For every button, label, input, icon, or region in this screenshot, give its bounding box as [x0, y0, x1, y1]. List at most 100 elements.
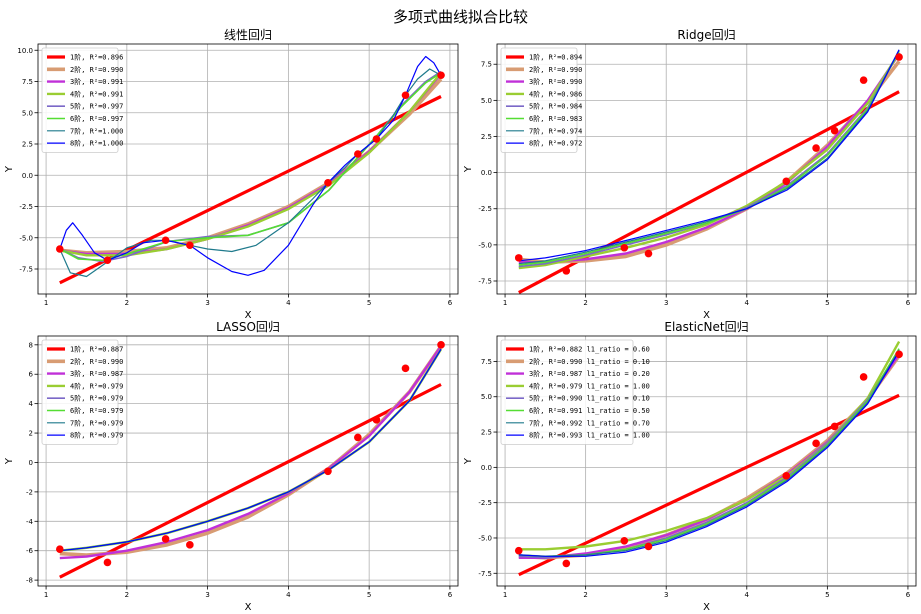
legend-label: 5阶, R²=0.990 l1_ratio = 0.10 — [529, 394, 650, 403]
data-point — [830, 126, 839, 135]
data-point — [324, 467, 332, 476]
subplot-2: 1 2 3 4 5 6 -7.5 -5.0 -2.5 0.0 2.5 5.0 7.5 Ridge回归 X Y 1… — [463, 28, 917, 321]
series-line-7 — [518, 349, 900, 557]
legend-box — [500, 47, 578, 153]
data-point — [372, 416, 381, 424]
x-tick-label: 6 — [906, 299, 911, 307]
data-point — [514, 546, 523, 555]
x-tick-label: 4 — [286, 591, 291, 599]
x-tick-label: 1 — [44, 591, 48, 599]
plot-frame — [496, 335, 917, 587]
legend-label: 2阶, R²=0.990 — [529, 65, 582, 74]
data-point — [812, 144, 820, 152]
y-tick-label: -2.5 — [478, 205, 492, 213]
subplot-title: ElasticNet回归 — [664, 320, 748, 334]
legend-label: 6阶, R²=0.991 l1_ratio = 0.50 — [529, 406, 650, 415]
legend-label: 7阶, R²=0.979 — [70, 418, 123, 427]
legend-label: 4阶, R²=0.986 — [529, 89, 582, 98]
y-axis-label: Y — [463, 165, 474, 173]
y-tick-label: 7.5 — [22, 78, 33, 86]
legend-label: 7阶, R²=0.992 l1_ratio = 0.70 — [529, 418, 650, 427]
subplot-title: LASSO回归 — [216, 320, 280, 334]
x-tick-label: 3 — [664, 591, 668, 599]
legend-label: 3阶, R²=0.991 — [70, 77, 123, 86]
x-tick-label: 3 — [205, 591, 209, 599]
series-line-7 — [518, 49, 900, 265]
data-point — [186, 241, 194, 250]
series-group — [56, 55, 445, 285]
y-tick-label: 10.0 — [17, 47, 33, 55]
legend-label: 3阶, R²=0.987 — [70, 369, 123, 378]
y-tick-label: -8 — [26, 577, 33, 585]
legend-box — [41, 47, 119, 153]
data-point — [161, 535, 170, 543]
y-tick-label: 7.5 — [481, 358, 492, 366]
x-tick-label: 2 — [583, 591, 587, 599]
x-axis-label: X — [703, 310, 710, 321]
series-line-4 — [518, 52, 901, 270]
data-point — [620, 243, 629, 252]
data-point — [324, 178, 332, 187]
y-tick-label: 2.5 — [481, 133, 492, 141]
series-line-6 — [518, 50, 900, 266]
data-point — [56, 245, 64, 253]
x-tick-label: 6 — [448, 591, 453, 599]
y-axis-label: Y — [4, 457, 15, 465]
data-point — [895, 350, 903, 359]
y-tick-label: 5.0 — [481, 97, 492, 105]
legend-box — [41, 339, 119, 445]
legend-box — [500, 339, 634, 445]
y-tick-label: 0.0 — [481, 169, 492, 177]
legend-label: 8阶, R²=1.000 — [70, 139, 123, 148]
y-tick-label: -4 — [26, 518, 34, 526]
data-point — [782, 177, 791, 186]
data-point — [372, 135, 381, 143]
legend-label: 8阶, R²=0.979 — [70, 431, 123, 440]
data-point — [562, 559, 571, 568]
x-tick-label: 1 — [503, 591, 507, 599]
x-axis-label: X — [245, 310, 252, 321]
legend-label: 3阶, R²=0.990 — [529, 77, 582, 86]
y-tick-label: -2 — [26, 488, 33, 496]
y-tick-label: 0 — [29, 459, 33, 467]
data-point — [354, 433, 362, 442]
series-group — [56, 341, 445, 579]
y-tick-label: -7.5 — [478, 277, 492, 285]
y-axis-label: Y — [4, 165, 15, 173]
data-point — [186, 541, 194, 549]
x-tick-label: 2 — [583, 299, 587, 307]
y-tick-label: 0.0 — [481, 464, 492, 472]
y-tick-label: 2 — [29, 430, 33, 438]
x-tick-label: 6 — [906, 591, 911, 599]
legend-label: 2阶, R²=0.990 — [70, 357, 123, 366]
series-group — [514, 341, 903, 577]
legend-label: 5阶, R²=0.997 — [70, 102, 123, 111]
subplot-title: Ridge回归 — [677, 28, 735, 42]
series-line-8 — [518, 49, 900, 262]
legend-label: 2阶, R²=0.990 — [70, 65, 123, 74]
y-tick-label: -6 — [26, 547, 34, 555]
y-tick-label: 2.5 — [481, 429, 492, 437]
y-tick-label: 2.5 — [22, 141, 33, 149]
data-point — [812, 439, 820, 448]
legend-label: 1阶, R²=0.894 — [529, 53, 582, 62]
figure-title: 多项式曲线拟合比较 — [392, 8, 528, 26]
plot-frame — [496, 43, 917, 295]
subplot-1: 1 2 3 4 5 6 -7.5 -5.0 -2.5 0.0 2.5 5.0 7.5 10.0 线性回归 X Y… — [4, 28, 459, 321]
y-tick-label: -2.5 — [478, 499, 492, 507]
y-tick-label: -2.5 — [19, 203, 33, 211]
x-tick-label: 1 — [44, 299, 48, 307]
x-tick-label: 5 — [825, 299, 829, 307]
x-tick-label: 3 — [205, 299, 209, 307]
data-point — [56, 545, 64, 554]
data-point — [644, 249, 653, 258]
data-point — [161, 236, 170, 245]
y-tick-label: 8 — [29, 341, 33, 349]
data-point — [859, 76, 868, 84]
data-point — [895, 53, 903, 61]
data-point — [620, 537, 629, 545]
legend-label: 5阶, R²=0.979 — [70, 394, 123, 403]
x-tick-label: 5 — [367, 299, 371, 307]
legend-label: 6阶, R²=0.979 — [70, 406, 123, 415]
